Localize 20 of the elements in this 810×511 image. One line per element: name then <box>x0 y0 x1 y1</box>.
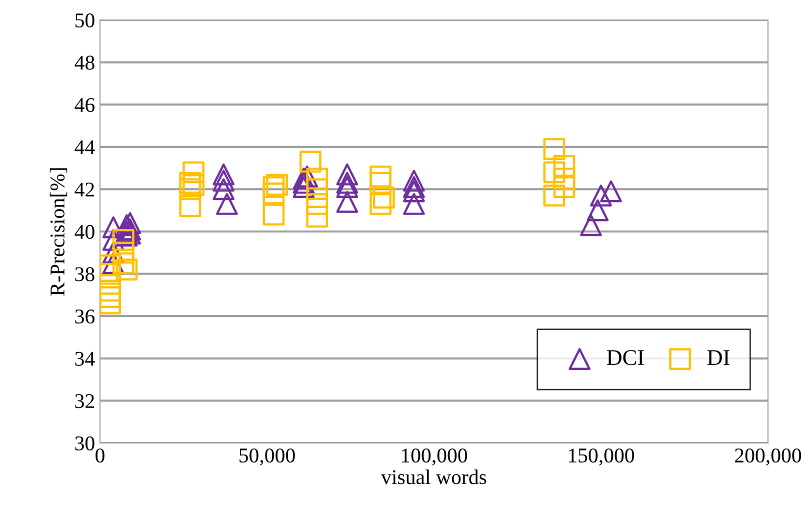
y-axis-title: R-Precision[%] <box>50 168 68 296</box>
y-tick-label: 42 <box>74 182 94 196</box>
legend-label: DI <box>707 350 730 365</box>
x-tick-label: 150,000 <box>568 448 634 466</box>
x-tick-label: 50,000 <box>240 448 295 466</box>
y-tick-label: 48 <box>74 56 94 70</box>
y-tick-label: 38 <box>75 267 94 282</box>
x-tick-label: 100,000 <box>402 448 468 466</box>
y-tick-label: 32 <box>75 394 94 408</box>
y-tick-label: 40 <box>74 224 94 239</box>
x-axis-title: visual words <box>381 470 486 484</box>
x-tick-label: 200,000 <box>735 448 802 466</box>
legend-label: DCI <box>606 350 644 366</box>
y-tick-label: 50 <box>76 13 94 28</box>
y-tick-label: 34 <box>75 352 95 366</box>
y-tick-label: 46 <box>74 98 95 112</box>
y-tick-label: 36 <box>75 310 95 324</box>
x-tick-label: 0 <box>96 448 104 463</box>
y-tick-label: 30 <box>75 436 94 450</box>
y-tick-label: 44 <box>74 140 95 154</box>
